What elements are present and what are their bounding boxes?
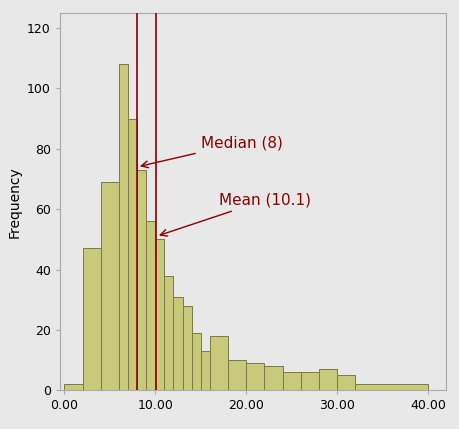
- Bar: [128, 118, 137, 390]
- Bar: [137, 170, 146, 390]
- Bar: [228, 360, 246, 390]
- Bar: [200, 351, 209, 390]
- Y-axis label: Frequency: Frequency: [7, 166, 21, 238]
- Bar: [246, 363, 264, 390]
- Bar: [264, 366, 282, 390]
- Bar: [173, 297, 182, 390]
- Bar: [300, 372, 318, 390]
- Bar: [209, 336, 228, 390]
- Text: Median (8): Median (8): [141, 135, 282, 168]
- Bar: [191, 333, 200, 390]
- Bar: [336, 375, 354, 390]
- Bar: [64, 384, 82, 390]
- Bar: [101, 182, 118, 390]
- Bar: [282, 372, 300, 390]
- Bar: [82, 248, 101, 390]
- Bar: [318, 369, 336, 390]
- Bar: [155, 239, 164, 390]
- Bar: [354, 384, 427, 390]
- Bar: [164, 275, 173, 390]
- Bar: [118, 64, 128, 390]
- Bar: [182, 306, 191, 390]
- Text: Mean (10.1): Mean (10.1): [160, 193, 310, 236]
- Bar: [146, 221, 155, 390]
